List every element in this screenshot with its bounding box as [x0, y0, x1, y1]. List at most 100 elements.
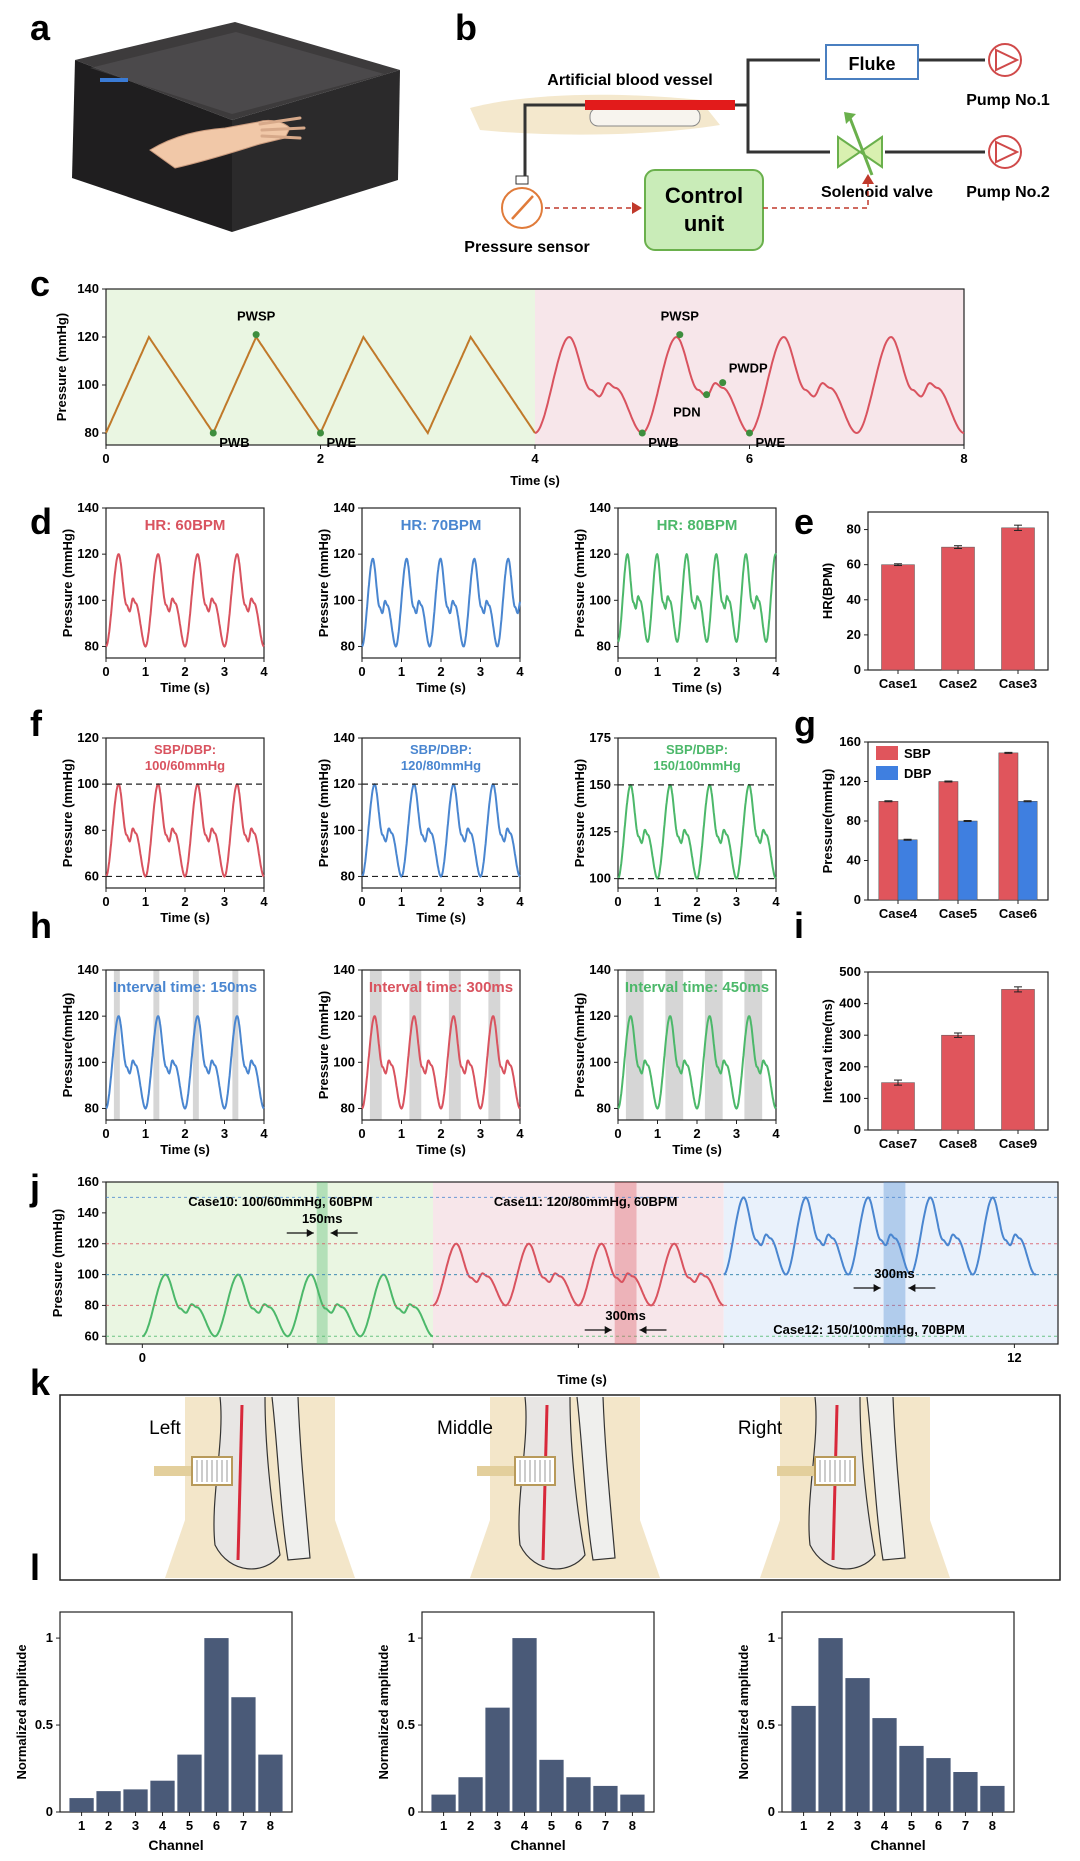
annotation-label: Case12: 150/100mmHg, 70BPM	[773, 1322, 965, 1337]
valve-arrowhead	[844, 112, 856, 124]
tube	[885, 58, 985, 154]
y-tick-label: 120	[333, 776, 355, 791]
bar	[1001, 989, 1035, 1131]
x-tick-label: 0	[614, 664, 621, 679]
y-tick-label: 80	[85, 1100, 99, 1115]
x-tick-label: 1	[654, 894, 661, 909]
annotation-label: PWB	[648, 435, 678, 450]
series-line	[361, 783, 521, 878]
bar	[980, 1785, 1005, 1812]
x-tick-label: 2	[693, 1126, 700, 1141]
y-tick-label: 140	[333, 500, 355, 515]
x-tick-label: 2	[105, 1818, 112, 1833]
y-tick-label: 175	[589, 730, 611, 745]
y-tick-label: 20	[847, 627, 861, 642]
chart-f3: 100 125 150 175 0 1 2 3 4 Time (s) Pressure (mmHg)…	[572, 730, 780, 925]
panel-label-j: j	[29, 1167, 40, 1208]
x-axis-label: Time (s)	[672, 1142, 722, 1157]
x-tick-label: 3	[477, 1126, 484, 1141]
bar	[1017, 801, 1038, 901]
x-tick-label: 4	[260, 1126, 268, 1141]
background-region	[106, 1182, 434, 1344]
x-tick-label: 3	[477, 894, 484, 909]
wrist-diagram	[470, 1396, 660, 1578]
annotation-point	[676, 331, 684, 339]
x-tick-label: 1	[398, 894, 405, 909]
x-tick-label: 0	[358, 1126, 365, 1141]
legend-label: SBP	[904, 746, 931, 761]
x-tick-label: 1	[78, 1818, 85, 1833]
y-tick-label: 100	[589, 592, 611, 607]
x-tick-label: 0	[358, 894, 365, 909]
y-tick-label: 150	[589, 777, 611, 792]
interval-band	[883, 1182, 906, 1344]
sensor-stem	[154, 1466, 192, 1476]
y-tick-label: 1	[408, 1630, 415, 1645]
control-label: Control	[665, 183, 743, 208]
radial-artery	[236, 1404, 244, 1561]
y-tick-label: 0	[768, 1804, 775, 1819]
series-line	[361, 1015, 521, 1110]
panel-label-d: d	[30, 501, 52, 542]
y-tick-label: 80	[85, 822, 99, 837]
y-tick-label: 0	[46, 1804, 53, 1819]
background-region	[535, 289, 964, 445]
annotation-label: PWB	[219, 435, 249, 450]
y-tick-label: 1	[768, 1630, 775, 1645]
x-tick-label: 0	[102, 1126, 109, 1141]
box-glass	[90, 32, 384, 114]
x-tick-label: Case4	[879, 906, 918, 921]
x-tick-label: 2	[181, 1126, 188, 1141]
series-line	[723, 1196, 1037, 1276]
background-region	[106, 289, 535, 445]
bar	[593, 1785, 618, 1812]
y-tick-label: 100	[589, 1054, 611, 1069]
x-tick-label: 4	[772, 1126, 780, 1141]
chart-c: 80 100 120 140 0 2 4 6 8 Time (s) Pressure (mmHg) P…	[54, 281, 968, 488]
chart-h2: 80 100 120 140 0 1 2 3 4 Time (s) Pressure (mmHg) I…	[316, 962, 524, 1157]
x-tick-label: 6	[935, 1818, 942, 1833]
interval-band	[232, 970, 239, 1120]
chart-title: 150/100mmHg	[653, 758, 740, 773]
y-tick-label: 140	[589, 962, 611, 977]
y-tick-label: 100	[333, 822, 355, 837]
x-tick-label: 1	[142, 894, 149, 909]
x-tick-label: 7	[240, 1818, 247, 1833]
x-tick-label: 1	[398, 664, 405, 679]
sensor-label: Pressure sensor	[464, 239, 589, 256]
y-tick-label: 100	[333, 1054, 355, 1069]
plot-frame	[781, 1611, 1015, 1813]
y-axis-label: Pressure (mmHg)	[572, 529, 587, 637]
y-tick-label: 120	[77, 730, 99, 745]
bar	[69, 1798, 94, 1812]
pump-1-arrow	[995, 48, 1020, 72]
x-tick-label: 0	[358, 664, 365, 679]
panel-label-f: f	[30, 703, 43, 744]
y-tick-label: 0	[854, 892, 861, 907]
y-tick-label: 100	[77, 1267, 99, 1282]
x-tick-label: 3	[132, 1818, 139, 1833]
photo-device-box	[72, 22, 400, 232]
label-middle: Middle	[437, 1418, 493, 1439]
wrist-diagram	[760, 1396, 950, 1578]
y-tick-label: 120	[333, 546, 355, 561]
panel-label-i: i	[794, 905, 804, 946]
bar	[872, 1718, 897, 1812]
bar	[96, 1791, 121, 1812]
bar	[941, 546, 975, 671]
chart-title: 100/60mmHg	[145, 758, 225, 773]
x-tick-label: 3	[733, 1126, 740, 1141]
bar	[150, 1780, 175, 1812]
chart-l2: 0 0.5 1 Normalized amplitude 1 2 3 4 5 6 7 8 Channel	[376, 1611, 655, 1853]
interval-band	[113, 970, 120, 1120]
y-tick-label: 80	[847, 522, 861, 537]
bar	[458, 1777, 483, 1812]
x-tick-label: 4	[516, 894, 524, 909]
x-tick-label: 3	[733, 894, 740, 909]
y-tick-label: 120	[77, 1008, 99, 1023]
hand-fingers	[258, 116, 306, 140]
annotation-label: PWE	[756, 435, 786, 450]
ulna-bone	[576, 1396, 616, 1561]
panel-label-l: l	[30, 1547, 40, 1588]
bar	[881, 1082, 915, 1131]
